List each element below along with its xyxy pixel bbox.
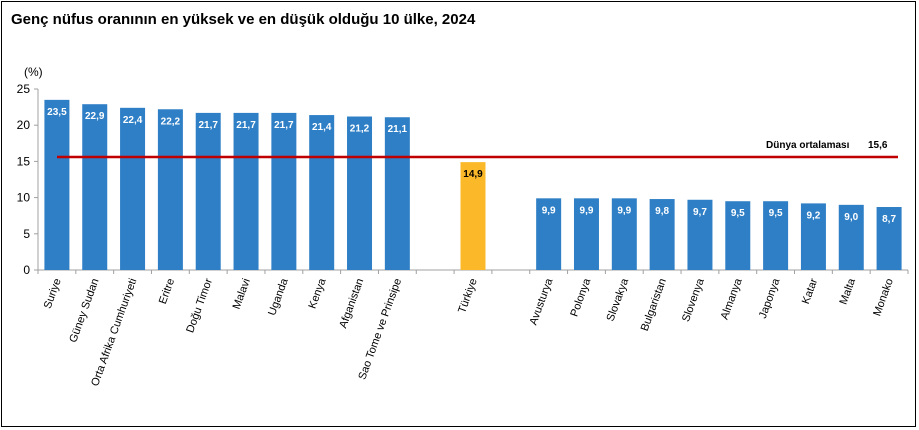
category-label: Slovenya (680, 276, 707, 323)
category-label: Malta (838, 276, 859, 306)
bar (460, 162, 486, 270)
bar (800, 203, 826, 270)
bar-value-label: 9,5 (731, 208, 745, 219)
bar-value-label: 9,0 (844, 212, 858, 223)
bar (309, 115, 335, 271)
bar-value-label: 9,9 (542, 205, 556, 216)
bar (838, 204, 864, 270)
bar (347, 116, 373, 271)
bar (44, 99, 70, 270)
average-value-label: 15,6 (868, 140, 888, 151)
category-label: Slovakya (605, 276, 632, 323)
y-tick-label: 15 (17, 154, 31, 168)
category-label: Avusturya (528, 276, 556, 327)
chart-title: Genç nüfus oranının en yüksek ve en düşü… (11, 11, 476, 28)
category-label: Türkiye (456, 277, 480, 315)
y-tick-label: 10 (17, 191, 31, 205)
category-label: Suriye (42, 277, 64, 310)
bar (876, 207, 902, 270)
bar-value-label: 21,2 (350, 124, 370, 135)
category-label: Doğu Timor (184, 277, 215, 335)
category-label: Kenya (307, 276, 329, 310)
bar-value-label: 22,2 (161, 116, 181, 127)
bar-value-label: 21,4 (312, 122, 332, 133)
category-label: Uganda (266, 276, 291, 317)
bar (573, 198, 599, 270)
bar (725, 201, 751, 270)
bar-value-label: 22,4 (123, 115, 143, 126)
bar-value-label: 9,7 (693, 207, 707, 218)
average-label: Dünya ortalaması (766, 140, 850, 151)
bar-value-label: 9,8 (655, 206, 669, 217)
bar-value-label: 8,7 (882, 214, 896, 225)
bar (687, 199, 713, 270)
bar (120, 107, 146, 270)
bar (763, 201, 789, 270)
bar (82, 104, 108, 270)
bar (611, 198, 637, 270)
category-label: Afganistan (337, 277, 366, 330)
category-label: Güney Sudan (67, 277, 101, 344)
y-tick-label: 5 (23, 227, 30, 241)
bar-value-label: 23,5 (47, 107, 67, 118)
bar (536, 198, 562, 270)
y-tick-label: 20 (17, 118, 31, 132)
category-label: Bulgaristan (639, 277, 669, 333)
bar (157, 109, 183, 270)
category-label: Malavi (231, 277, 253, 311)
bar (233, 112, 259, 270)
category-label: Monako (871, 277, 896, 318)
bar-value-label: 9,9 (617, 205, 631, 216)
bar (271, 112, 297, 270)
bar-value-label: 21,1 (388, 124, 408, 135)
bar (195, 112, 221, 270)
y-axis-unit-label: (%) (24, 65, 43, 79)
category-label: Katar (800, 277, 820, 306)
category-label: Eritre (157, 277, 177, 306)
y-tick-label: 0 (23, 263, 30, 277)
bar-value-label: 9,2 (806, 210, 820, 221)
category-label: Japonya (757, 276, 783, 320)
y-tick-label: 25 (17, 82, 31, 96)
bar-value-label: 22,9 (85, 111, 105, 122)
category-label: Polonya (568, 276, 593, 318)
category-label: Almanya (719, 276, 745, 321)
bar-value-label: 21,7 (236, 120, 256, 131)
bar-value-label: 14,9 (463, 169, 483, 180)
category-label: Sao Tome ve Prinsipe (356, 277, 404, 381)
bar-value-label: 9,5 (769, 208, 783, 219)
bar-value-label: 9,9 (580, 205, 594, 216)
bar-value-label: 21,7 (274, 120, 294, 131)
bar (384, 117, 410, 271)
bar-value-label: 21,7 (198, 120, 218, 131)
bar (649, 199, 675, 270)
